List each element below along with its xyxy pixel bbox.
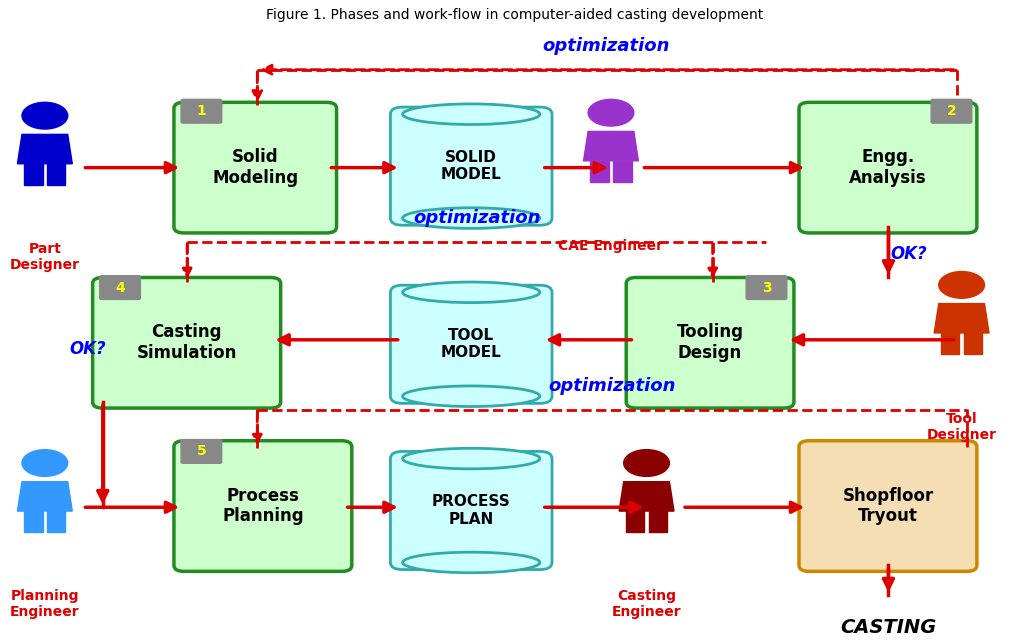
Text: 2: 2 (946, 104, 956, 118)
Ellipse shape (402, 104, 540, 124)
FancyBboxPatch shape (181, 440, 222, 463)
Text: CAE Engineer: CAE Engineer (558, 239, 664, 253)
Text: PROCESS
PLAN: PROCESS PLAN (432, 495, 511, 527)
Polygon shape (25, 511, 43, 533)
Text: 4: 4 (115, 281, 125, 294)
Polygon shape (25, 164, 43, 185)
Text: Engg.
Analysis: Engg. Analysis (849, 148, 927, 187)
Text: Tool
Designer: Tool Designer (927, 412, 996, 442)
Text: CASTING: CASTING (841, 618, 937, 638)
Polygon shape (941, 333, 959, 354)
FancyBboxPatch shape (799, 440, 977, 571)
Circle shape (588, 99, 634, 126)
Text: optimization: optimization (548, 377, 676, 395)
Polygon shape (934, 303, 989, 333)
Text: Planning
Engineer: Planning Engineer (10, 589, 80, 620)
Circle shape (22, 450, 68, 477)
Polygon shape (47, 511, 66, 533)
FancyBboxPatch shape (181, 99, 222, 123)
Text: SOLID
MODEL: SOLID MODEL (441, 150, 502, 182)
FancyBboxPatch shape (799, 102, 977, 233)
Text: optimization: optimization (413, 209, 541, 227)
FancyBboxPatch shape (390, 451, 552, 569)
Text: Casting
Engineer: Casting Engineer (611, 589, 681, 620)
Polygon shape (584, 131, 638, 161)
FancyBboxPatch shape (390, 285, 552, 403)
Text: Solid
Modeling: Solid Modeling (212, 148, 298, 187)
Ellipse shape (402, 208, 540, 229)
Polygon shape (17, 482, 73, 511)
Text: Part
Designer: Part Designer (10, 242, 80, 272)
Text: 5: 5 (197, 444, 206, 459)
Ellipse shape (402, 448, 540, 469)
Polygon shape (17, 135, 73, 164)
FancyBboxPatch shape (99, 276, 140, 299)
Polygon shape (964, 333, 982, 354)
FancyBboxPatch shape (174, 440, 352, 571)
Text: TOOL
MODEL: TOOL MODEL (441, 328, 502, 361)
Text: Figure 1. Phases and work-flow in computer-aided casting development: Figure 1. Phases and work-flow in comput… (266, 8, 763, 22)
Ellipse shape (402, 282, 540, 303)
Polygon shape (47, 164, 66, 185)
FancyBboxPatch shape (174, 102, 337, 233)
FancyBboxPatch shape (627, 278, 794, 408)
FancyBboxPatch shape (746, 276, 786, 299)
Ellipse shape (402, 386, 540, 406)
FancyBboxPatch shape (931, 99, 972, 123)
Polygon shape (626, 511, 644, 533)
Polygon shape (613, 161, 632, 182)
Text: Tooling
Design: Tooling Design (677, 323, 743, 362)
FancyBboxPatch shape (92, 278, 281, 408)
Circle shape (624, 450, 670, 477)
Text: Shopfloor
Tryout: Shopfloor Tryout (843, 487, 934, 526)
Text: optimization: optimization (542, 37, 670, 55)
Text: 1: 1 (197, 104, 206, 118)
Polygon shape (620, 482, 674, 511)
Text: OK?: OK? (891, 245, 927, 263)
Text: Casting
Simulation: Casting Simulation (136, 323, 237, 362)
Text: 3: 3 (762, 281, 771, 294)
Polygon shape (649, 511, 667, 533)
Circle shape (939, 272, 984, 298)
Circle shape (22, 102, 68, 129)
Text: OK?: OK? (70, 340, 105, 357)
FancyBboxPatch shape (390, 107, 552, 225)
Text: Process
Planning: Process Planning (222, 487, 304, 526)
Ellipse shape (402, 552, 540, 573)
Polygon shape (591, 161, 608, 182)
